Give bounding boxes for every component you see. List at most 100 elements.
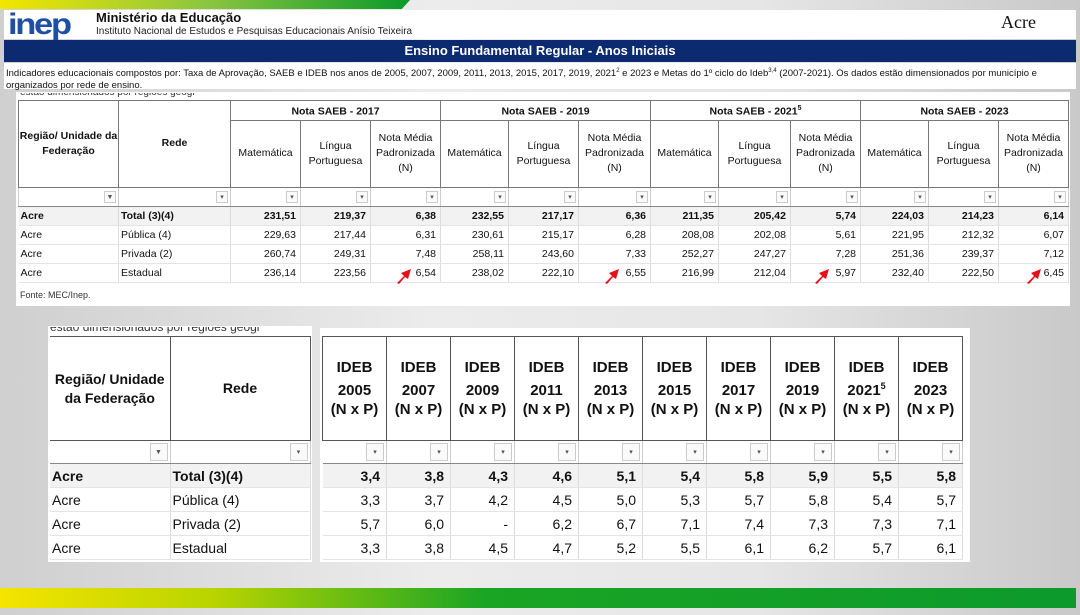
subcol-header: Nota Média Padronizada (N) <box>370 119 441 188</box>
cell-value: 216,99 <box>650 263 719 283</box>
subcol-header: Matemática <box>230 119 301 188</box>
filter-icon[interactable]: ▼ <box>104 190 116 203</box>
chevron-down-icon[interactable]: ▾ <box>814 443 832 461</box>
cell-value: 219,37 <box>300 206 371 226</box>
red-arrow-icon <box>395 268 413 284</box>
filter-cell[interactable]: ▾ <box>118 186 231 207</box>
filter-cell[interactable]: ▾ <box>300 186 371 207</box>
cell-value: 6,38 <box>370 206 441 226</box>
filter-cell[interactable]: ▾ <box>998 186 1069 207</box>
header-year: 2007 <box>401 382 436 399</box>
cell-value: 260,74 <box>230 244 301 264</box>
cell-value: 5,74 <box>790 206 861 226</box>
col-header-region: Região/ Unidade da Federação <box>50 336 171 441</box>
filter-cell[interactable]: ▾ <box>514 440 579 464</box>
table-row: Acre Pública (4) 229,63 217,44 6,31 230,61 215… <box>18 225 1069 245</box>
header-line1: IDEB <box>848 359 885 376</box>
chevron-down-icon[interactable]: ▾ <box>636 190 648 203</box>
header-line3: (N x P) <box>714 401 763 418</box>
table-row: 5,7 6,0-6,2 6,7 7,1 7,4 7,3 7,3 7,1 <box>322 511 963 536</box>
state-name: Acre <box>1001 12 1036 32</box>
filter-cell[interactable]: ▾ <box>450 440 515 464</box>
chevron-down-icon[interactable]: ▾ <box>846 190 858 203</box>
chevron-down-icon[interactable]: ▾ <box>686 443 704 461</box>
filter-cell[interactable]: ▾ <box>642 440 707 464</box>
filter-cell[interactable]: ▾ <box>860 186 929 207</box>
chevron-down-icon[interactable]: ▾ <box>942 443 960 461</box>
desc-part2: e 2023 e Metas do 1º ciclo do Ideb <box>619 68 769 80</box>
cell-value: 4,3 <box>450 463 515 488</box>
chevron-down-icon[interactable]: ▾ <box>1054 190 1066 203</box>
chevron-down-icon[interactable]: ▾ <box>494 190 506 203</box>
header-line1: IDEB <box>592 359 629 376</box>
filter-cell[interactable]: ▾ <box>170 440 311 464</box>
cell-value: 6,0 <box>386 511 451 536</box>
table-row: Acre Estadual 236,14 223,56 6,54 238,02 222,10… <box>18 263 1069 283</box>
filter-cell[interactable]: ▾ <box>322 440 387 464</box>
cell-value: 5,8 <box>770 487 835 512</box>
institute-name: Instituto Nacional de Estudos e Pesquisa… <box>96 26 413 37</box>
cell-region: Acre <box>50 463 171 488</box>
cell-value: 6,28 <box>578 225 651 245</box>
page-title: Ensino Fundamental Regular - Anos Inicia… <box>4 40 1076 62</box>
chevron-down-icon[interactable]: ▾ <box>494 443 512 461</box>
filter-cell[interactable]: ▾ <box>230 186 301 207</box>
ideb-col-header: IDEB 2013 (N x P) <box>578 336 643 441</box>
cell-rede: Total (3)(4) <box>118 206 231 226</box>
chevron-down-icon[interactable]: ▾ <box>776 190 788 203</box>
chevron-down-icon[interactable]: ▾ <box>564 190 576 203</box>
chevron-down-icon[interactable]: ▾ <box>750 443 768 461</box>
chevron-down-icon[interactable]: ▾ <box>558 443 576 461</box>
chevron-down-icon[interactable]: ▾ <box>622 443 640 461</box>
chevron-down-icon[interactable]: ▾ <box>984 190 996 203</box>
cell-value: 5,3 <box>642 487 707 512</box>
cell-rede: Privada (2) <box>118 244 231 264</box>
chevron-down-icon[interactable]: ▾ <box>356 190 368 203</box>
cell-value: 232,40 <box>860 263 929 283</box>
cell-value: 6,1 <box>898 535 963 560</box>
cell-value: 217,17 <box>508 206 579 226</box>
filter-cell[interactable]: ▾ <box>370 186 441 207</box>
filter-cell[interactable]: ▾ <box>718 186 791 207</box>
cell-value: 212,04 <box>718 263 791 283</box>
cell-value: 4,6 <box>514 463 579 488</box>
filter-cell[interactable]: ▾ <box>834 440 899 464</box>
cell-region: Acre <box>50 535 171 560</box>
filter-cell[interactable]: ▾ <box>898 440 963 464</box>
filter-icon[interactable]: ▼ <box>149 443 168 461</box>
filter-cell[interactable]: ▾ <box>508 186 579 207</box>
filter-cell[interactable]: ▾ <box>440 186 509 207</box>
filter-cell[interactable]: ▾ <box>928 186 999 207</box>
chevron-down-icon[interactable]: ▾ <box>426 190 438 203</box>
chevron-down-icon[interactable]: ▾ <box>914 190 926 203</box>
cell-value: 211,35 <box>650 206 719 226</box>
filter-cell[interactable]: ▾ <box>790 186 861 207</box>
chevron-down-icon[interactable]: ▾ <box>289 443 308 461</box>
filter-cell[interactable]: ▾ <box>706 440 771 464</box>
filter-cell[interactable]: ▼ <box>18 186 119 207</box>
chevron-down-icon[interactable]: ▾ <box>430 443 448 461</box>
filter-cell[interactable]: ▾ <box>770 440 835 464</box>
filter-cell[interactable]: ▼ <box>50 440 171 464</box>
table-row: 3,3 3,7 4,2 4,5 5,0 5,3 5,7 5,8 5,4 5,7 <box>322 487 963 512</box>
cell-rede: Total (3)(4) <box>170 463 311 488</box>
chevron-down-icon[interactable]: ▾ <box>216 190 228 203</box>
subcol-header: Nota Média Padronizada (N) <box>998 119 1069 188</box>
chevron-down-icon[interactable]: ▾ <box>286 190 298 203</box>
chevron-down-icon[interactable]: ▾ <box>366 443 384 461</box>
group-sup: 5 <box>797 105 802 112</box>
cell-value: 6,14 <box>998 206 1069 226</box>
cell-region: Acre <box>18 225 119 245</box>
ideb-col-header: IDEB 20215 (N x P) <box>834 336 899 441</box>
cell-value: 222,10 <box>508 263 579 283</box>
filter-cell[interactable]: ▾ <box>578 440 643 464</box>
filter-cell[interactable]: ▾ <box>650 186 719 207</box>
cell-region: Acre <box>18 244 119 264</box>
filter-cell[interactable]: ▾ <box>386 440 451 464</box>
chevron-down-icon[interactable]: ▾ <box>878 443 896 461</box>
desc-sup1: 2 <box>616 68 620 74</box>
header-line3: (N x P) <box>906 401 955 418</box>
filter-cell[interactable]: ▾ <box>578 186 651 207</box>
cell-rede: Pública (4) <box>170 487 311 512</box>
chevron-down-icon[interactable]: ▾ <box>704 190 716 203</box>
